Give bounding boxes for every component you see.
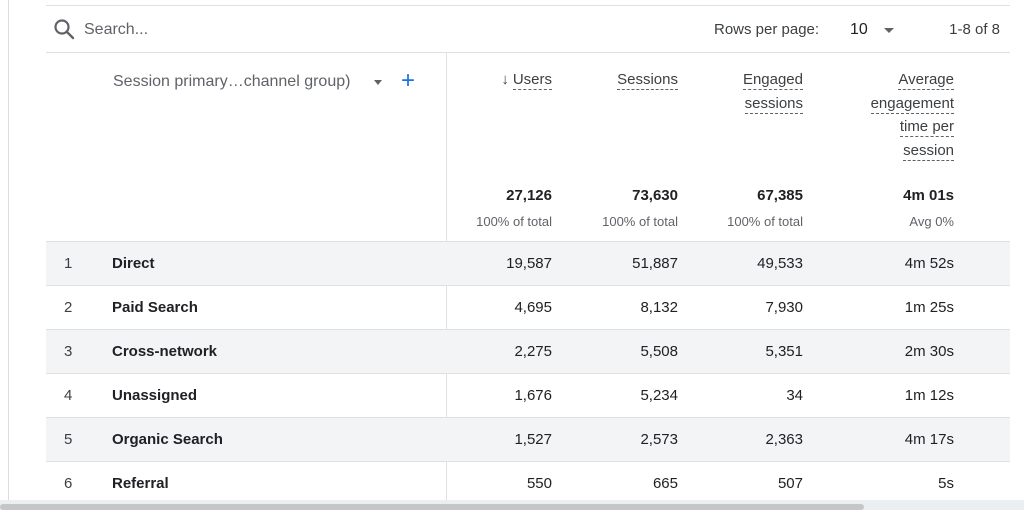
row-engaged-sessions: 2,363 [765,431,803,448]
search-icon[interactable] [52,17,76,41]
row-engaged-sessions: 34 [786,387,803,404]
avg-engagement-header-line4: session [903,141,954,161]
row-index: 3 [64,343,73,360]
row-index: 5 [64,431,73,448]
row-sessions: 665 [652,475,678,492]
row-channel-name: Referral [112,475,169,492]
sessions-column-header[interactable]: Sessions [617,68,678,92]
rows-per-page-value: 10 [850,21,868,38]
table-toolbar: Rows per page: 10 1-8 of 8 [46,5,1010,53]
rows-per-page-label: Rows per page: [714,21,820,38]
horizontal-scrollbar-thumb[interactable] [0,504,864,510]
table-row[interactable]: 5 Organic Search 1,527 2,573 2,363 4m 17… [46,417,1010,461]
row-engaged-sessions: 507 [777,475,803,492]
row-index: 2 [64,299,73,316]
row-sessions: 2,573 [640,431,678,448]
row-channel-name: Direct [112,255,155,272]
row-sessions: 51,887 [632,255,678,272]
table-row[interactable]: 2 Paid Search 4,695 8,132 7,930 1m 25s [46,285,1010,329]
row-avg-engagement-time: 4m 52s [904,255,954,272]
engaged-sessions-total-percent: 100% of total [727,214,803,229]
table-row[interactable]: 1 Direct 19,587 51,887 49,533 4m 52s [46,241,1010,285]
sessions-header-label: Sessions [617,71,678,90]
rows-per-page-select[interactable]: 10 [841,15,901,45]
row-avg-engagement-time: 5s [938,475,954,492]
avg-engagement-time-column-header[interactable]: Average engagement time per session [870,68,954,162]
row-avg-engagement-time: 1m 25s [904,299,954,316]
row-index: 1 [64,255,73,272]
row-channel-name: Unassigned [112,387,198,404]
sessions-total: 73,630 [632,187,678,204]
row-users: 2,275 [514,343,552,360]
avg-engagement-total: 4m 01s [903,187,954,204]
engaged-sessions-total: 67,385 [757,187,803,204]
avg-engagement-total-percent: Avg 0% [909,214,954,229]
row-engaged-sessions: 5,351 [765,343,803,360]
row-sessions: 5,234 [640,387,678,404]
users-total-percent: 100% of total [476,214,552,229]
table-row[interactable]: 4 Unassigned 1,676 5,234 34 1m 12s [46,373,1010,417]
row-users: 1,676 [514,387,552,404]
row-users: 550 [526,475,552,492]
row-avg-engagement-time: 2m 30s [904,343,954,360]
row-users: 19,587 [506,255,552,272]
dimension-column-header[interactable]: Session primary…channel group) [113,73,351,90]
users-total: 27,126 [506,187,552,204]
row-avg-engagement-time: 1m 12s [904,387,954,404]
engaged-sessions-header-line1: Engaged [742,71,803,90]
engaged-sessions-column-header[interactable]: Engaged sessions [742,68,803,115]
sessions-total-percent: 100% of total [602,214,678,229]
search-input[interactable] [84,16,464,44]
pagination-range: 1-8 of 8 [949,21,1000,38]
avg-engagement-header-line2: engagement [870,94,954,114]
row-users: 4,695 [514,299,552,316]
report-table-panel: Rows per page: 10 1-8 of 8 Session prima… [46,0,1010,500]
row-users: 1,527 [514,431,552,448]
table-row[interactable]: 6 Referral 550 665 507 5s [46,461,1010,505]
left-edge-divider [8,0,9,500]
row-sessions: 8,132 [640,299,678,316]
row-index: 6 [64,475,73,492]
users-column-header[interactable]: ↓ Users [501,68,552,92]
row-channel-name: Organic Search [112,431,223,448]
row-avg-engagement-time: 4m 17s [904,431,954,448]
row-channel-name: Cross-network [112,343,218,360]
arrow-down-icon: ↓ [501,71,509,88]
table-row[interactable]: 3 Cross-network 2,275 5,508 5,351 2m 30s [46,329,1010,373]
row-index: 4 [64,387,73,404]
row-channel-name: Paid Search [112,299,198,316]
row-engaged-sessions: 49,533 [757,255,803,272]
add-dimension-button[interactable]: + [401,67,416,94]
users-header-label: Users [512,71,552,90]
row-sessions: 5,508 [640,343,678,360]
row-engaged-sessions: 7,930 [765,299,803,316]
chevron-down-icon [884,28,894,33]
chevron-down-icon[interactable] [374,80,382,85]
avg-engagement-header-line3: time per [899,118,954,137]
avg-engagement-header-line1: Average [898,71,954,90]
engaged-sessions-header-line2: sessions [744,94,803,114]
